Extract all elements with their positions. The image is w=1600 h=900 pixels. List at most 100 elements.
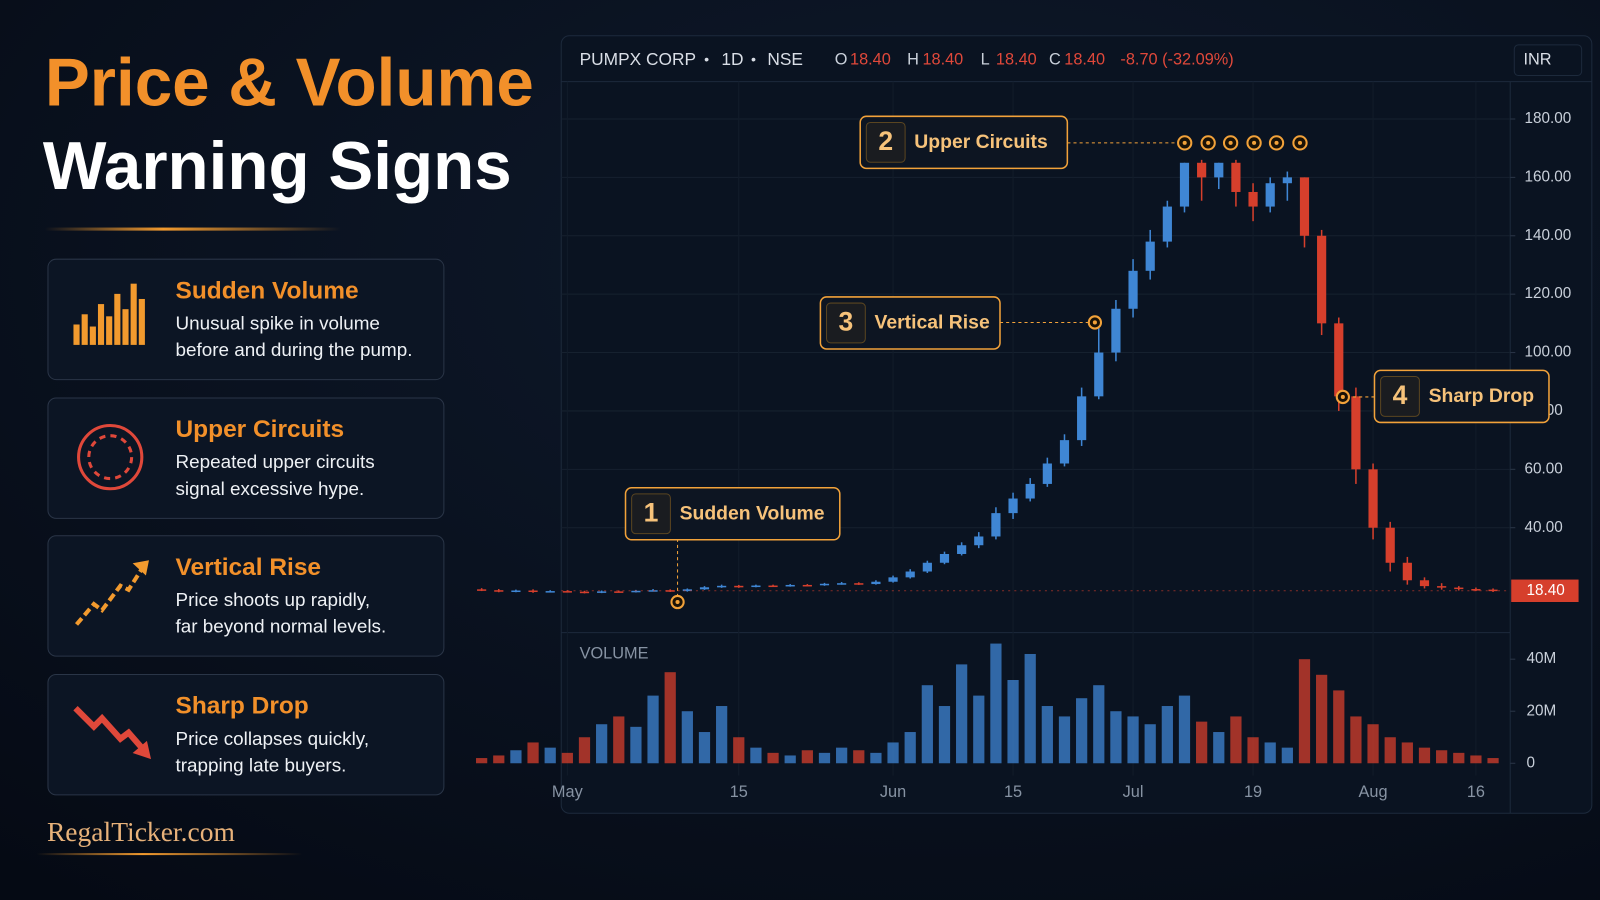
candle-body — [1317, 235, 1327, 324]
x-tick-label: Jun — [880, 783, 906, 801]
card-text: before and during the pump. — [176, 339, 413, 360]
marker-dot — [1228, 140, 1233, 145]
volume-bar — [1093, 685, 1105, 764]
marker-dot — [1092, 320, 1097, 325]
icon-bar — [89, 326, 96, 345]
brand-underline — [36, 853, 303, 856]
candle-body — [1282, 177, 1292, 184]
callout-number-box — [826, 302, 866, 344]
candle-body — [1454, 587, 1464, 590]
last-price-badge — [1511, 579, 1579, 603]
candle-body — [1145, 241, 1155, 271]
volume-bar — [1007, 680, 1019, 764]
volume-bar — [561, 752, 573, 764]
card-title: Upper Circuits — [176, 416, 345, 443]
candle-body — [922, 562, 932, 572]
plot: 40.0060.0080.00100.00120.00140.00160.001… — [476, 81, 1579, 801]
card-text: Price shoots up rapidly, — [176, 589, 371, 610]
volume-bar — [1024, 653, 1036, 764]
candle-body — [974, 536, 984, 546]
title-line1: Price & Volume — [45, 46, 534, 121]
x-tick-label: 15 — [1004, 783, 1022, 801]
volume-bar — [1196, 721, 1208, 764]
x-tick-label: 15 — [730, 783, 748, 801]
volume-bar — [1418, 747, 1431, 764]
volume-bar — [956, 664, 968, 764]
card: Vertical Rise Price shoots up rapidly, far… — [47, 535, 445, 657]
card-box — [47, 397, 445, 519]
x-tick-label: Aug — [1359, 783, 1388, 801]
icon-bar — [81, 314, 88, 345]
candle-body — [1231, 162, 1241, 192]
symbol: PUMPX CORP — [580, 49, 696, 69]
volume-bar — [1161, 706, 1173, 764]
x-tick-label: Jul — [1123, 783, 1144, 801]
last-price-label: 18.40 — [1527, 582, 1565, 599]
volume-bar — [1264, 742, 1276, 764]
icon-bar — [138, 298, 145, 345]
y-tick-label: 140.00 — [1524, 227, 1571, 244]
callout-number: 3 — [839, 306, 854, 336]
volume-bar — [1367, 724, 1379, 764]
candle-body — [768, 585, 778, 588]
separator: • — [751, 52, 756, 68]
ohlc-value: 18.40 — [850, 51, 891, 69]
volume-bar — [887, 742, 899, 764]
callout-text: Sudden Volume — [680, 502, 825, 524]
candle-body — [1077, 396, 1087, 441]
volume-bar — [767, 752, 779, 764]
volume-bar — [527, 742, 539, 764]
callout-number-box — [631, 493, 671, 535]
candle-body — [905, 571, 915, 578]
volume-bar — [664, 672, 676, 764]
volume-bar — [784, 755, 796, 764]
callout-box — [859, 115, 1069, 170]
volume-bar — [510, 750, 522, 764]
candle-body — [939, 553, 950, 563]
candle-body — [511, 590, 521, 593]
candle-body — [785, 584, 795, 587]
card: Sudden Volume Unusual spike in volume befo… — [47, 258, 445, 381]
card-text: signal excessive hype. — [176, 478, 365, 499]
marker-dot — [1206, 140, 1211, 145]
card-box — [47, 258, 445, 381]
callout-number: 4 — [1393, 380, 1408, 410]
icon-arrow — [73, 705, 146, 751]
exchange: NSE — [767, 49, 803, 69]
icon-arrowhead — [132, 560, 149, 576]
volume-bar — [647, 695, 659, 764]
candle-body — [1368, 469, 1378, 528]
candle-body — [957, 545, 967, 554]
volume-bar — [698, 732, 711, 764]
candle-body — [871, 581, 881, 585]
chart-panel — [560, 35, 1593, 814]
candle-body — [631, 590, 641, 593]
candle-body — [1385, 527, 1395, 563]
volume-bar — [904, 732, 916, 764]
volume-bar — [990, 643, 1002, 764]
volume-tick-label: 40M — [1527, 650, 1557, 667]
candle-body — [1111, 308, 1121, 353]
volume-bar — [578, 737, 591, 764]
volume-bar — [613, 716, 625, 764]
candle-body — [545, 591, 555, 593]
candle-body — [665, 590, 675, 592]
y-tick-label: 60.00 — [1524, 460, 1562, 477]
candle-body — [1214, 162, 1224, 178]
candle-body — [1265, 183, 1275, 207]
volume-bar — [716, 706, 728, 764]
icon-bar — [114, 293, 121, 345]
title-line2: Warning Signs — [43, 129, 512, 204]
icon-ring — [77, 423, 144, 491]
callout-text: Sharp Drop — [1429, 385, 1535, 407]
ohlc-key: H — [907, 51, 919, 69]
currency-box — [1513, 44, 1583, 77]
volume-bar — [1436, 750, 1448, 764]
volume-bar — [818, 752, 831, 764]
volume-bar — [1470, 755, 1482, 764]
candle-body — [1128, 270, 1138, 309]
volume-bar — [1384, 737, 1396, 764]
candle-body — [614, 591, 624, 593]
